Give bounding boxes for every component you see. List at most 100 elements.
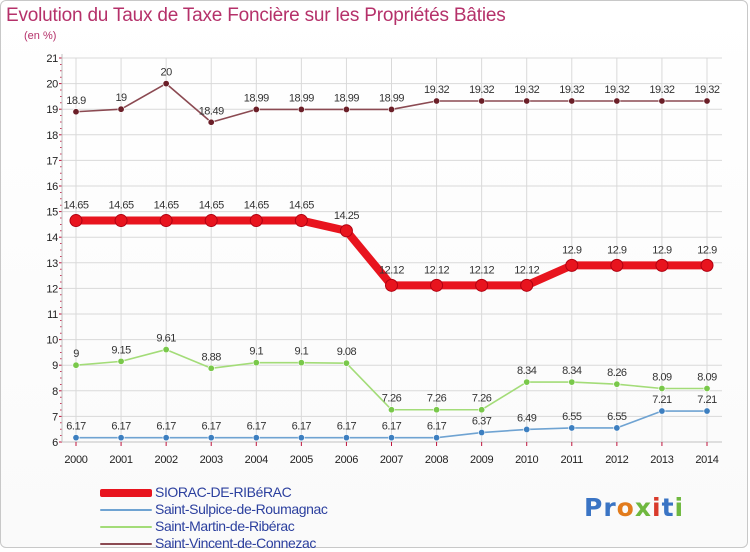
legend-swatch	[100, 509, 152, 511]
data-point	[297, 105, 305, 113]
data-label: 7.26	[472, 393, 492, 405]
data-label: 6.17	[111, 421, 131, 433]
data-label: 8.88	[202, 351, 222, 363]
data-label: 6.17	[156, 421, 176, 433]
data-label: 14.65	[154, 200, 179, 212]
data-point	[700, 258, 714, 272]
x-tick-label: 2004	[245, 454, 268, 466]
data-label: 14.25	[334, 210, 359, 222]
data-label: 12.12	[514, 264, 539, 276]
data-point	[159, 214, 173, 228]
x-tick-label: 2005	[290, 454, 313, 466]
data-point	[297, 434, 305, 442]
y-tick-label: 20	[46, 79, 58, 91]
data-label: 8.26	[607, 367, 627, 379]
data-label: 7.21	[697, 394, 717, 406]
data-point	[610, 258, 624, 272]
proxiti-logo: Proxiti	[582, 488, 692, 524]
data-point	[568, 378, 576, 386]
data-label: 14.65	[199, 200, 224, 212]
data-point	[565, 258, 579, 272]
data-label: 9.15	[111, 344, 131, 356]
data-label: 9.1	[249, 346, 263, 358]
data-label: 6.17	[202, 421, 222, 433]
x-tick-label: 2010	[515, 454, 538, 466]
data-label: 18.9	[66, 95, 86, 107]
y-tick-label: 13	[46, 258, 58, 270]
data-label: 6.17	[292, 421, 312, 433]
data-point	[613, 424, 621, 432]
data-label: 12.9	[652, 244, 672, 256]
data-label: 8.09	[697, 371, 717, 383]
data-point	[72, 361, 80, 369]
x-tick-label: 2013	[650, 454, 673, 466]
data-point	[658, 97, 666, 105]
data-label: 18.99	[244, 92, 269, 104]
data-point	[523, 97, 531, 105]
data-label: 19.32	[424, 84, 449, 96]
data-point	[252, 105, 260, 113]
data-point	[117, 105, 125, 113]
data-label: 12.12	[469, 264, 494, 276]
x-tick-label: 2001	[109, 454, 132, 466]
data-point	[655, 258, 669, 272]
data-label: 12.9	[697, 244, 717, 256]
data-point	[433, 434, 441, 442]
data-point	[342, 359, 350, 367]
data-point	[385, 278, 398, 292]
data-point	[342, 434, 350, 442]
data-point	[252, 359, 260, 367]
data-label: 6.17	[247, 421, 267, 433]
data-label: 12.9	[562, 244, 582, 256]
y-tick-label: 7	[52, 411, 58, 423]
x-tick-label: 2002	[155, 454, 178, 466]
data-point	[523, 425, 531, 433]
legend-label: SIORAC-DE-RIBéRAC	[155, 484, 292, 500]
data-label: 9.08	[337, 346, 357, 358]
data-point	[294, 214, 308, 228]
y-tick-label: 15	[46, 207, 58, 219]
data-label: 6.49	[517, 412, 537, 424]
data-label: 12.9	[607, 244, 627, 256]
data-point	[520, 278, 534, 292]
y-tick-label: 10	[46, 335, 58, 347]
chart-title: Evolution du Taux de Taxe Foncière sur l…	[6, 5, 506, 26]
data-label: 19	[115, 92, 127, 104]
data-point	[433, 97, 441, 105]
data-label: 14.65	[244, 200, 269, 212]
data-point	[703, 407, 711, 415]
data-point	[658, 384, 666, 392]
data-point	[568, 424, 576, 432]
data-point	[613, 380, 621, 388]
data-point	[658, 407, 666, 415]
data-point	[114, 214, 128, 228]
data-label: 14.65	[109, 200, 134, 212]
data-point	[387, 105, 395, 113]
data-point	[69, 214, 83, 228]
x-tick-label: 2011	[561, 454, 584, 466]
data-label: 6.17	[382, 421, 402, 433]
data-label: 6.55	[562, 411, 582, 423]
data-label: 6.17	[66, 421, 86, 433]
data-point	[478, 406, 486, 414]
data-point	[387, 434, 395, 442]
data-label: 18.99	[289, 92, 314, 104]
y-tick-label: 8	[52, 386, 58, 398]
data-label: 7.26	[427, 393, 447, 405]
y-tick-label: 12	[46, 283, 58, 295]
data-label: 8.34	[562, 365, 582, 377]
data-label: 18.99	[334, 92, 359, 104]
data-label: 19.32	[559, 84, 584, 96]
data-label: 18.99	[379, 92, 404, 104]
y-tick-label: 18	[46, 130, 58, 142]
data-label: 19.32	[694, 84, 719, 96]
data-label: 8.34	[517, 365, 537, 377]
data-label: 9	[73, 348, 79, 360]
x-tick-label: 2007	[380, 454, 403, 466]
data-label: 14.65	[63, 200, 88, 212]
y-tick-label: 14	[46, 232, 58, 244]
data-point	[339, 224, 353, 238]
x-tick-label: 2014	[695, 454, 718, 466]
legend-swatch	[100, 526, 152, 528]
